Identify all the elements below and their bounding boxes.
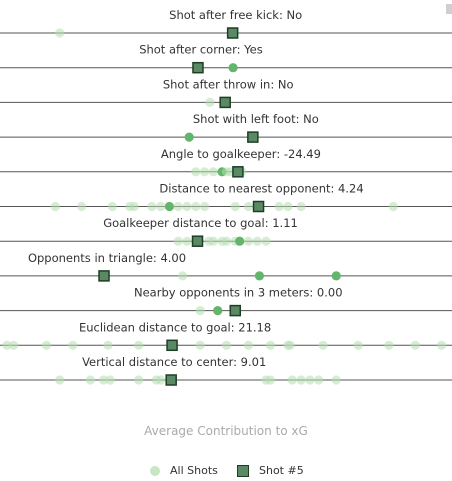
feature-label: Distance to nearest opponent: 4.24	[159, 182, 363, 196]
all-shots-point	[388, 201, 398, 212]
all-shots-point	[98, 375, 109, 385]
all-shots-point	[265, 375, 275, 385]
all-shots-point	[85, 375, 96, 385]
all-shots-point	[105, 375, 115, 385]
all-shots-point	[252, 236, 262, 246]
all-shots-point	[182, 201, 192, 212]
all-shots-point	[199, 201, 210, 212]
all-shots-point	[55, 28, 65, 38]
feature-contribution-chart: Shot after free kick: No Shot after corne…	[0, 8, 452, 386]
legend-item-shot: Shot #5	[237, 464, 304, 477]
corner-flag-icon	[446, 4, 452, 14]
all-shots-point	[129, 201, 139, 212]
legend-label-shot: Shot #5	[259, 464, 304, 477]
all-shots-point	[261, 236, 271, 246]
feature-label: Shot with left foot: No	[193, 112, 319, 126]
feature-label: Vertical distance to center: 9.01	[82, 355, 266, 369]
all-shots-point	[173, 236, 183, 246]
feature-label: Shot after corner: Yes	[139, 43, 263, 57]
all-shots-point	[156, 375, 166, 385]
all-shots-point	[331, 375, 341, 385]
shot-marker	[166, 339, 178, 352]
all-shots-point	[191, 201, 201, 212]
all-shots-point	[134, 340, 144, 350]
all-shots-dot-icon	[150, 465, 160, 476]
feature-label: Shot after free kick: No	[169, 8, 302, 22]
all-shots-point	[254, 271, 265, 281]
all-shots-point	[353, 340, 363, 350]
feature-label: Euclidean distance to goal: 21.18	[79, 320, 271, 334]
all-shots-point	[147, 201, 157, 212]
all-shots-point	[178, 271, 188, 281]
all-shots-point	[107, 201, 117, 212]
shot-marker	[252, 200, 265, 213]
all-shots-point	[182, 236, 192, 246]
shot-square-icon	[237, 464, 249, 477]
all-shots-point	[228, 63, 238, 73]
shot-marker	[191, 235, 204, 247]
all-shots-point	[164, 201, 175, 212]
all-shots-point	[68, 340, 78, 350]
feature-label: Nearby opponents in 3 meters: 0.00	[134, 286, 343, 300]
all-shots-point	[283, 201, 293, 212]
all-shots-point	[156, 201, 166, 212]
feature-label: Shot after throw in: No	[163, 77, 294, 91]
all-shots-point	[243, 340, 254, 350]
all-shots-point	[195, 340, 205, 350]
all-shots-point	[184, 132, 194, 142]
shot-marker	[98, 270, 110, 282]
all-shots-point	[2, 340, 12, 350]
all-shots-point	[55, 375, 65, 385]
all-shots-point	[8, 340, 19, 350]
feature-label: Angle to goalkeeper: -24.49	[161, 147, 321, 161]
all-shots-point	[314, 375, 324, 385]
legend-label-all-shots: All Shots	[170, 464, 218, 477]
all-shots-point	[331, 271, 341, 281]
all-shots-point	[437, 340, 447, 350]
all-shots-point	[318, 340, 328, 350]
all-shots-point	[285, 340, 295, 350]
all-shots-point	[195, 306, 205, 316]
all-shots-point	[208, 167, 218, 177]
legend-item-all-shots: All Shots	[150, 464, 218, 477]
all-shots-point	[265, 340, 275, 350]
all-shots-point	[410, 340, 420, 350]
all-shots-point	[41, 340, 52, 350]
all-shots-point	[243, 201, 254, 212]
feature-label: Opponents in triangle: 4.00	[28, 251, 186, 265]
shot-marker	[247, 131, 259, 143]
chart-legend: All Shots Shot #5	[0, 464, 452, 480]
shot-marker	[192, 61, 204, 74]
all-shots-point	[384, 340, 394, 350]
shot-marker	[232, 166, 244, 178]
all-shots-point	[274, 201, 284, 212]
all-shots-point	[205, 97, 215, 107]
all-shots-point	[173, 201, 183, 212]
shot-marker	[219, 96, 231, 109]
shot-marker	[165, 374, 177, 386]
all-shots-point	[134, 375, 144, 385]
shot-marker	[226, 27, 239, 39]
all-shots-point	[230, 201, 240, 212]
feature-label: Goalkeeper distance to goal: 1.11	[103, 216, 298, 230]
all-shots-point	[296, 375, 306, 385]
all-shots-point	[208, 236, 218, 246]
all-shots-point	[77, 201, 87, 212]
all-shots-point	[191, 167, 201, 177]
all-shots-point	[296, 201, 306, 212]
all-shots-point	[213, 306, 223, 316]
all-shots-point	[50, 201, 60, 212]
shot-marker	[229, 304, 242, 317]
x-axis-title: Average Contribution to xG	[144, 424, 308, 438]
all-shots-point	[221, 236, 232, 246]
all-shots-point	[287, 375, 297, 385]
all-shots-point	[199, 167, 210, 177]
all-shots-point	[243, 236, 254, 246]
all-shots-point	[103, 340, 113, 350]
all-shots-point	[221, 340, 232, 350]
all-shots-point	[235, 236, 245, 246]
all-shots-point	[305, 375, 315, 385]
